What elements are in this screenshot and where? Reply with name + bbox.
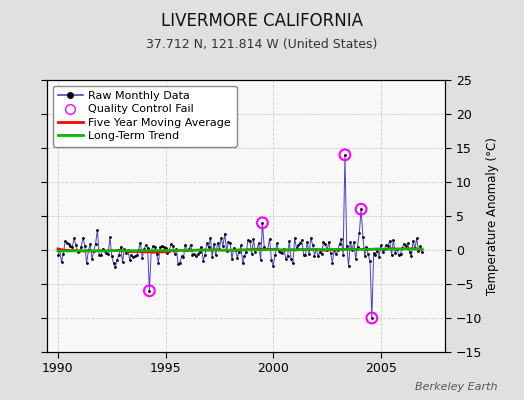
Point (341, 152, 349, 158)
Y-axis label: Temperature Anomaly (°C): Temperature Anomaly (°C) (486, 137, 499, 295)
Legend: Raw Monthly Data, Quality Control Fail, Five Year Moving Average, Long-Term Tren: Raw Monthly Data, Quality Control Fail, … (53, 86, 236, 147)
Point (145, 288, 154, 294)
Text: 37.712 N, 121.814 W (United States): 37.712 N, 121.814 W (United States) (146, 38, 378, 51)
Text: LIVERMORE CALIFORNIA: LIVERMORE CALIFORNIA (161, 12, 363, 30)
Point (368, 315, 376, 321)
Point (357, 206, 365, 212)
Point (258, 220, 267, 226)
Text: Berkeley Earth: Berkeley Earth (416, 382, 498, 392)
